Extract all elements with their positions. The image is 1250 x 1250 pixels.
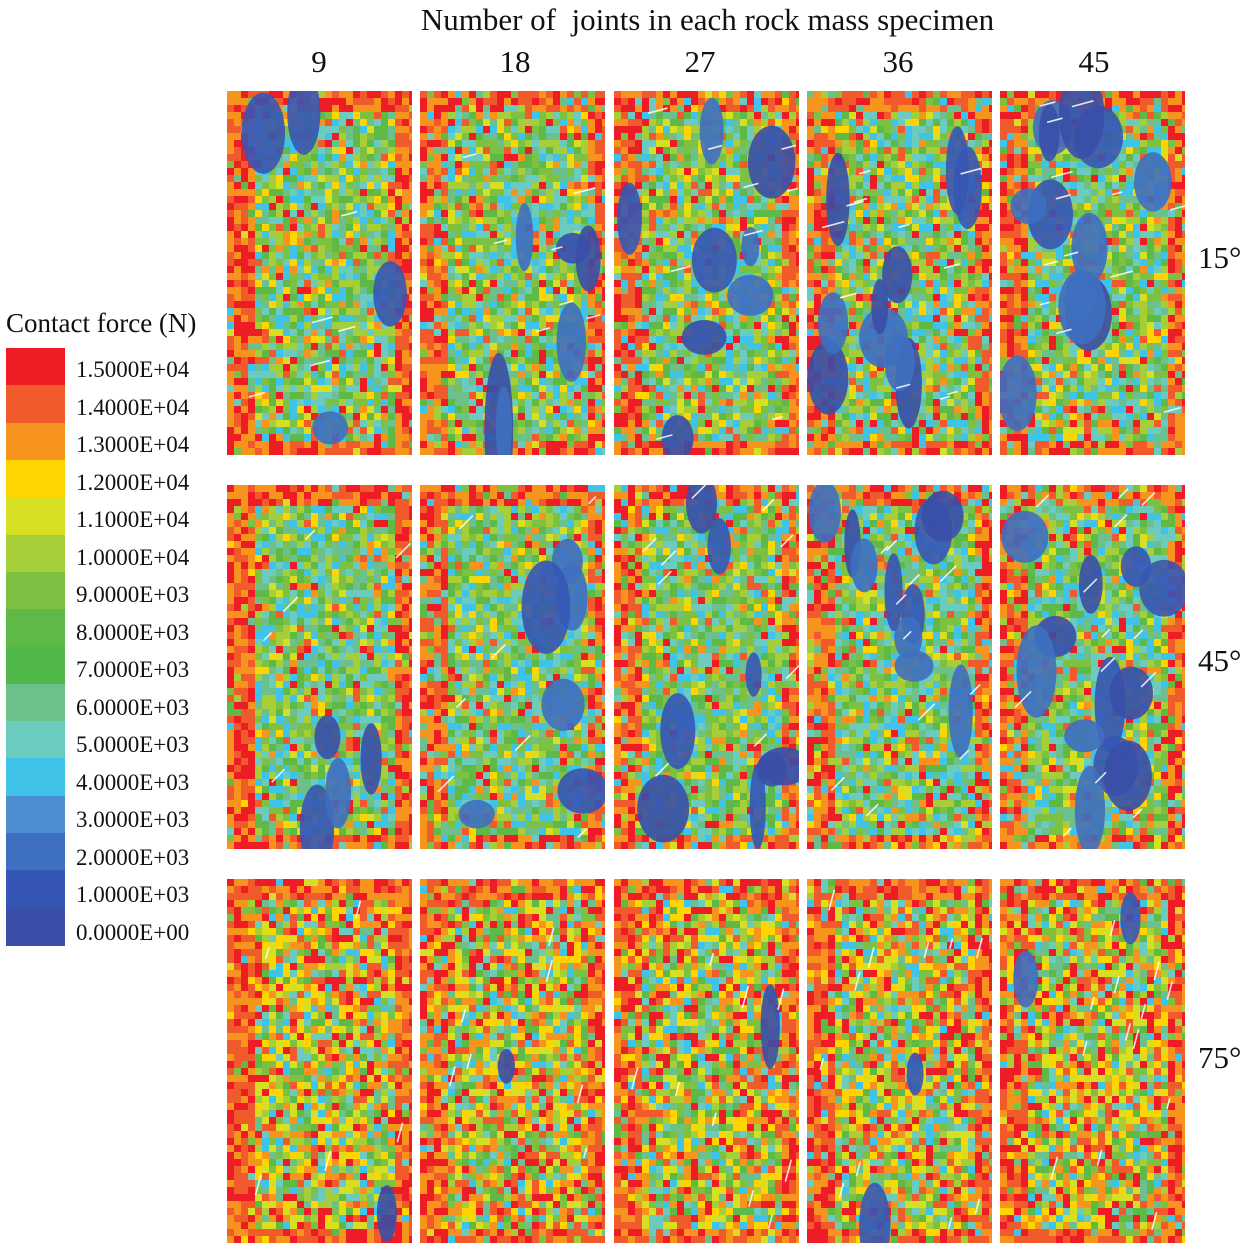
specimen-panel — [1000, 91, 1185, 455]
legend-swatch — [6, 348, 65, 386]
legend-swatch — [6, 609, 65, 647]
header-title: Number of joints in each rock mass speci… — [225, 2, 1190, 38]
legend-swatch — [6, 385, 65, 424]
legend-swatch — [6, 459, 65, 498]
specimen-panel — [227, 485, 412, 849]
legend-swatch — [6, 646, 65, 685]
legend-label: 1.1000E+04 — [76, 507, 189, 533]
legend-label: 1.3000E+04 — [76, 432, 189, 458]
legend-swatch — [6, 422, 65, 461]
specimen-panel — [227, 879, 412, 1243]
legend-label: 1.2000E+04 — [76, 470, 189, 496]
row-label-75: 75° — [1198, 1040, 1241, 1076]
legend-colorbar — [6, 348, 65, 946]
legend-label: 1.5000E+04 — [76, 357, 189, 383]
legend-swatch — [6, 683, 65, 722]
legend-swatch — [6, 795, 65, 834]
specimen-panel — [227, 91, 412, 455]
specimen-panel — [614, 485, 799, 849]
column-label-36: 36 — [848, 44, 948, 80]
legend-swatch — [6, 907, 65, 946]
specimen-panel — [1000, 879, 1185, 1243]
legend-label: 1.4000E+04 — [76, 395, 189, 421]
legend-label: 6.0000E+03 — [76, 695, 189, 721]
specimen-panel — [420, 485, 605, 849]
legend-swatch — [6, 571, 65, 610]
column-label-9: 9 — [269, 44, 369, 80]
legend-label: 3.0000E+03 — [76, 807, 189, 833]
row-label-45: 45° — [1198, 643, 1241, 679]
legend-label: 9.0000E+03 — [76, 582, 189, 608]
legend-label: 8.0000E+03 — [76, 620, 189, 646]
legend-label: 1.0000E+03 — [76, 882, 189, 908]
specimen-panel — [1000, 485, 1185, 849]
specimen-panel — [807, 879, 992, 1243]
specimen-panel — [807, 91, 992, 455]
legend-label: 1.0000E+04 — [76, 545, 189, 571]
specimen-panel — [420, 879, 605, 1243]
row-label-15: 15° — [1198, 240, 1241, 276]
legend-swatch — [6, 833, 65, 871]
specimen-panel — [614, 91, 799, 455]
legend-swatch — [6, 721, 65, 759]
specimen-panel — [807, 485, 992, 849]
legend-label: 5.0000E+03 — [76, 732, 189, 758]
legend-label: 2.0000E+03 — [76, 845, 189, 871]
legend-swatch — [6, 534, 65, 573]
specimen-panel — [420, 91, 605, 455]
legend-swatch — [6, 758, 65, 797]
legend-swatch — [6, 497, 65, 536]
column-label-18: 18 — [465, 44, 565, 80]
specimen-panel — [614, 879, 799, 1243]
legend-label: 0.0000E+00 — [76, 920, 189, 946]
column-label-27: 27 — [650, 44, 750, 80]
column-label-45: 45 — [1044, 44, 1144, 80]
legend-swatch — [6, 870, 65, 909]
legend-title: Contact force (N) — [6, 308, 196, 339]
legend-label: 4.0000E+03 — [76, 770, 189, 796]
legend-label: 7.0000E+03 — [76, 657, 189, 683]
